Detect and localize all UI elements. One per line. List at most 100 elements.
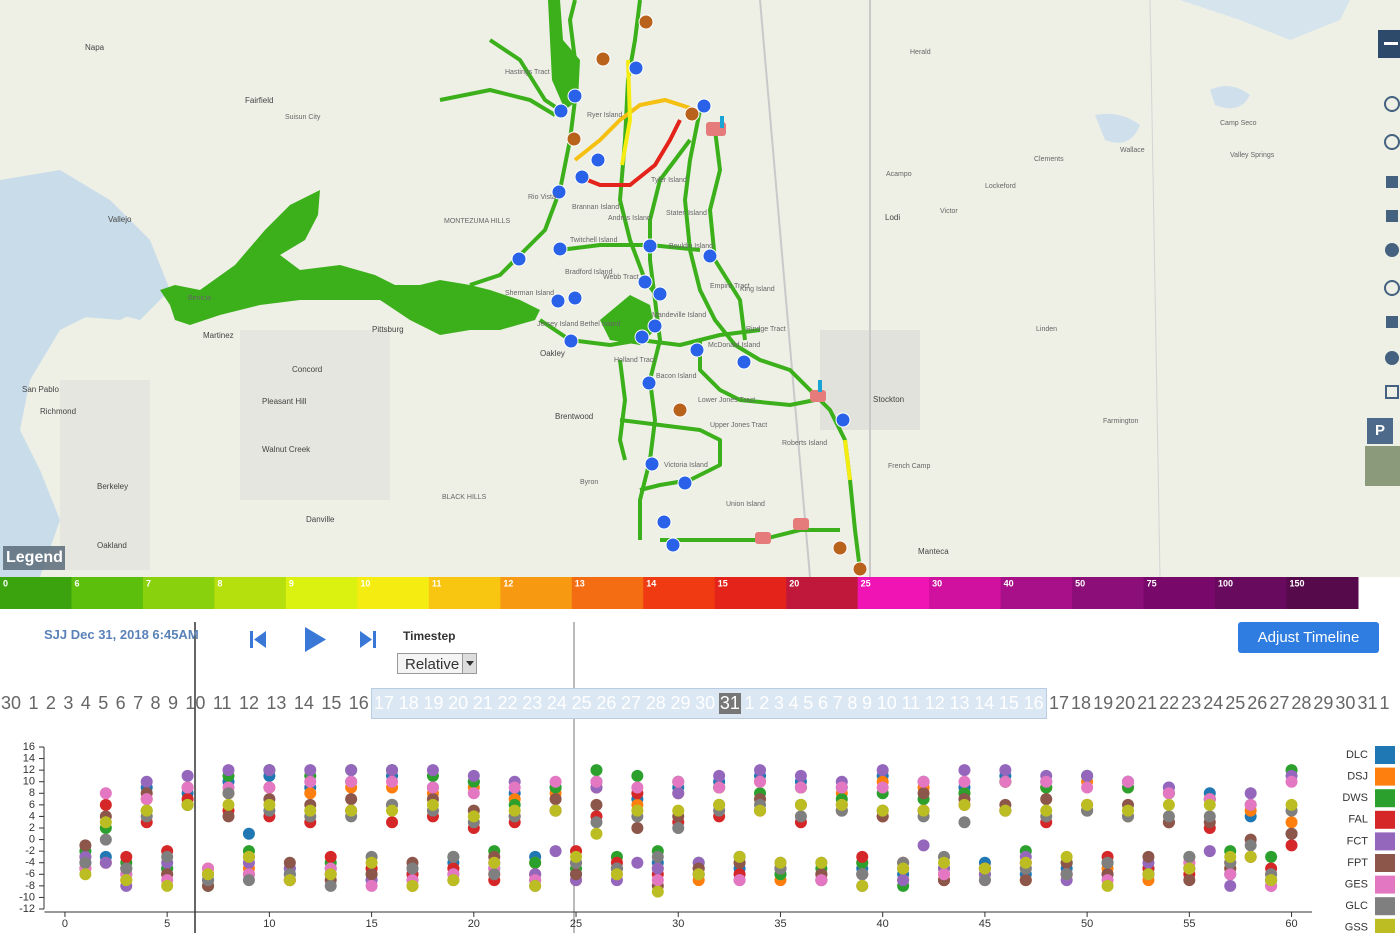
timeline-day[interactable]: 4 (80, 693, 91, 713)
timeline-day[interactable]: 1 (744, 693, 755, 713)
timeline-day[interactable]: 21 (1137, 693, 1158, 713)
timeline-day[interactable]: 28 (1291, 693, 1312, 713)
timeline-day[interactable]: 15 (321, 693, 342, 713)
timeline-day[interactable]: 19 (1093, 693, 1114, 713)
station[interactable] (595, 51, 611, 67)
timeline-day[interactable]: 28 (645, 693, 666, 713)
timeline-day[interactable]: 1 (28, 693, 39, 713)
tool-button[interactable] (1386, 316, 1398, 328)
station[interactable] (551, 184, 567, 200)
timeline-day[interactable]: 11 (212, 693, 232, 713)
facility[interactable] (755, 532, 771, 544)
timeline-day[interactable]: 8 (150, 693, 161, 713)
timeline-day[interactable]: 25 (571, 693, 592, 713)
timeline-day[interactable]: 6 (115, 693, 126, 713)
timeline-day[interactable]: 5 (803, 693, 814, 713)
timeline-day[interactable]: 14 (974, 693, 995, 713)
timeline-day[interactable]: 29 (1313, 693, 1334, 713)
station[interactable] (634, 329, 650, 345)
timeline-day[interactable]: 22 (497, 693, 518, 713)
timeline-day[interactable]: 10 (876, 693, 897, 713)
tool-button[interactable] (1384, 134, 1400, 150)
legend-toggle[interactable]: Legend (6, 549, 63, 566)
timeline-day[interactable]: 18 (1071, 693, 1092, 713)
station[interactable] (637, 274, 653, 290)
station[interactable] (550, 293, 566, 309)
station[interactable] (644, 456, 660, 472)
timeline-day[interactable]: 30 (1, 693, 22, 713)
tool-button[interactable] (1386, 176, 1398, 188)
timeline-day[interactable]: 16 (348, 693, 369, 713)
station[interactable] (684, 106, 700, 122)
timeline-day[interactable]: 26 (596, 693, 617, 713)
facility[interactable] (810, 390, 826, 402)
tool-button[interactable] (1385, 385, 1399, 399)
station[interactable] (736, 354, 752, 370)
station[interactable] (641, 375, 657, 391)
station[interactable] (832, 540, 848, 556)
station[interactable] (656, 514, 672, 530)
station[interactable] (511, 251, 527, 267)
timeline-day[interactable]: 25 (1225, 693, 1246, 713)
timeline-day[interactable]: 23 (522, 693, 543, 713)
timeline-day[interactable]: 7 (133, 693, 144, 713)
timeline-day[interactable]: 13 (949, 693, 970, 713)
station[interactable] (852, 561, 868, 577)
station[interactable] (566, 131, 582, 147)
station[interactable] (835, 412, 851, 428)
timeline-day[interactable]: 9 (862, 693, 873, 713)
timeline-day[interactable]: 1 (1379, 693, 1390, 713)
timestep-select[interactable]: Relative (397, 653, 477, 674)
station[interactable] (638, 14, 654, 30)
station[interactable] (696, 98, 712, 114)
station[interactable] (642, 238, 658, 254)
station[interactable] (574, 169, 590, 185)
station[interactable] (647, 318, 663, 334)
tool-button[interactable] (1385, 243, 1399, 257)
station[interactable] (590, 152, 606, 168)
tool-button[interactable] (1367, 418, 1393, 444)
timeline-day[interactable]: 12 (238, 693, 259, 713)
station[interactable] (652, 286, 668, 302)
timeline-day[interactable]: 27 (1269, 693, 1290, 713)
skip-back[interactable] (250, 631, 253, 648)
station[interactable] (672, 402, 688, 418)
timeline-day[interactable]: 20 (1115, 693, 1136, 713)
tool-button[interactable] (1385, 351, 1399, 365)
timeline-day[interactable]: 17 (374, 693, 395, 713)
station[interactable] (567, 290, 583, 306)
timeline-day[interactable]: 11 (901, 693, 921, 713)
facility[interactable] (793, 518, 809, 530)
timeline-day[interactable]: 15 (998, 693, 1019, 713)
timeline-day[interactable]: 2 (45, 693, 56, 713)
timeline-day[interactable]: 9 (167, 693, 178, 713)
adjust-timeline-button[interactable]: Adjust Timeline (1238, 622, 1379, 653)
timeline-day[interactable]: 31 (1357, 693, 1378, 713)
station[interactable] (677, 475, 693, 491)
timeline-day[interactable]: 29 (670, 693, 691, 713)
timeline-day[interactable]: 27 (621, 693, 642, 713)
tool-button[interactable] (1386, 210, 1398, 222)
station[interactable] (702, 248, 718, 264)
timeline-day[interactable]: 7 (832, 693, 843, 713)
timeline-day[interactable]: 30 (695, 693, 716, 713)
station[interactable] (628, 60, 644, 76)
timeline-day[interactable]: 31 (718, 693, 741, 714)
station[interactable] (689, 342, 705, 358)
timeline-day[interactable]: 19 (423, 693, 444, 713)
timeline-day[interactable]: 5 (98, 693, 109, 713)
timeline-selection[interactable]: 17 18 19 20 21 22 23 24 25 26 27 28 29 30 31 1 2 3 4 5 6 7 8 9 1… (371, 688, 1047, 719)
timeline-day[interactable]: 17 (1049, 693, 1070, 713)
timeline-day[interactable]: 2 (759, 693, 770, 713)
station[interactable] (552, 241, 568, 257)
timeline-day[interactable]: 3 (63, 693, 74, 713)
timeline-day[interactable]: 21 (472, 693, 493, 713)
timeline-day[interactable]: 14 (293, 693, 314, 713)
tool-button[interactable] (1384, 280, 1400, 296)
station[interactable] (567, 88, 583, 104)
timeline-day[interactable]: 6 (817, 693, 828, 713)
timeline-day[interactable]: 4 (788, 693, 799, 713)
timeline-day[interactable]: 18 (398, 693, 419, 713)
timeline-day[interactable]: 8 (847, 693, 858, 713)
timeline-day[interactable]: 13 (266, 693, 287, 713)
